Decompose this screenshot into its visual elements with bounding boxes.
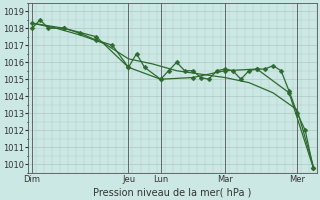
X-axis label: Pression niveau de la mer( hPa ): Pression niveau de la mer( hPa ) xyxy=(93,187,252,197)
